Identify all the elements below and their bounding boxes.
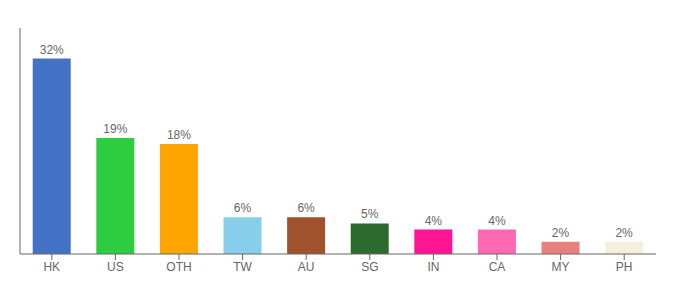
svg-text:19%: 19% [103, 122, 127, 136]
svg-text:2%: 2% [552, 226, 570, 240]
svg-text:SG: SG [361, 260, 378, 274]
svg-text:6%: 6% [297, 201, 315, 215]
svg-text:CA: CA [489, 260, 506, 274]
svg-text:TW: TW [233, 260, 252, 274]
svg-text:4%: 4% [488, 214, 506, 228]
svg-text:AU: AU [298, 260, 315, 274]
svg-text:6%: 6% [234, 201, 252, 215]
svg-text:32%: 32% [40, 43, 64, 57]
svg-text:4%: 4% [425, 214, 443, 228]
svg-text:HK: HK [43, 260, 60, 274]
svg-text:PH: PH [616, 260, 633, 274]
svg-text:OTH: OTH [166, 260, 191, 274]
svg-text:IN: IN [427, 260, 439, 274]
svg-text:2%: 2% [615, 226, 633, 240]
svg-text:MY: MY [552, 260, 570, 274]
svg-text:18%: 18% [167, 128, 191, 142]
svg-text:US: US [107, 260, 124, 274]
svg-text:5%: 5% [361, 207, 379, 221]
